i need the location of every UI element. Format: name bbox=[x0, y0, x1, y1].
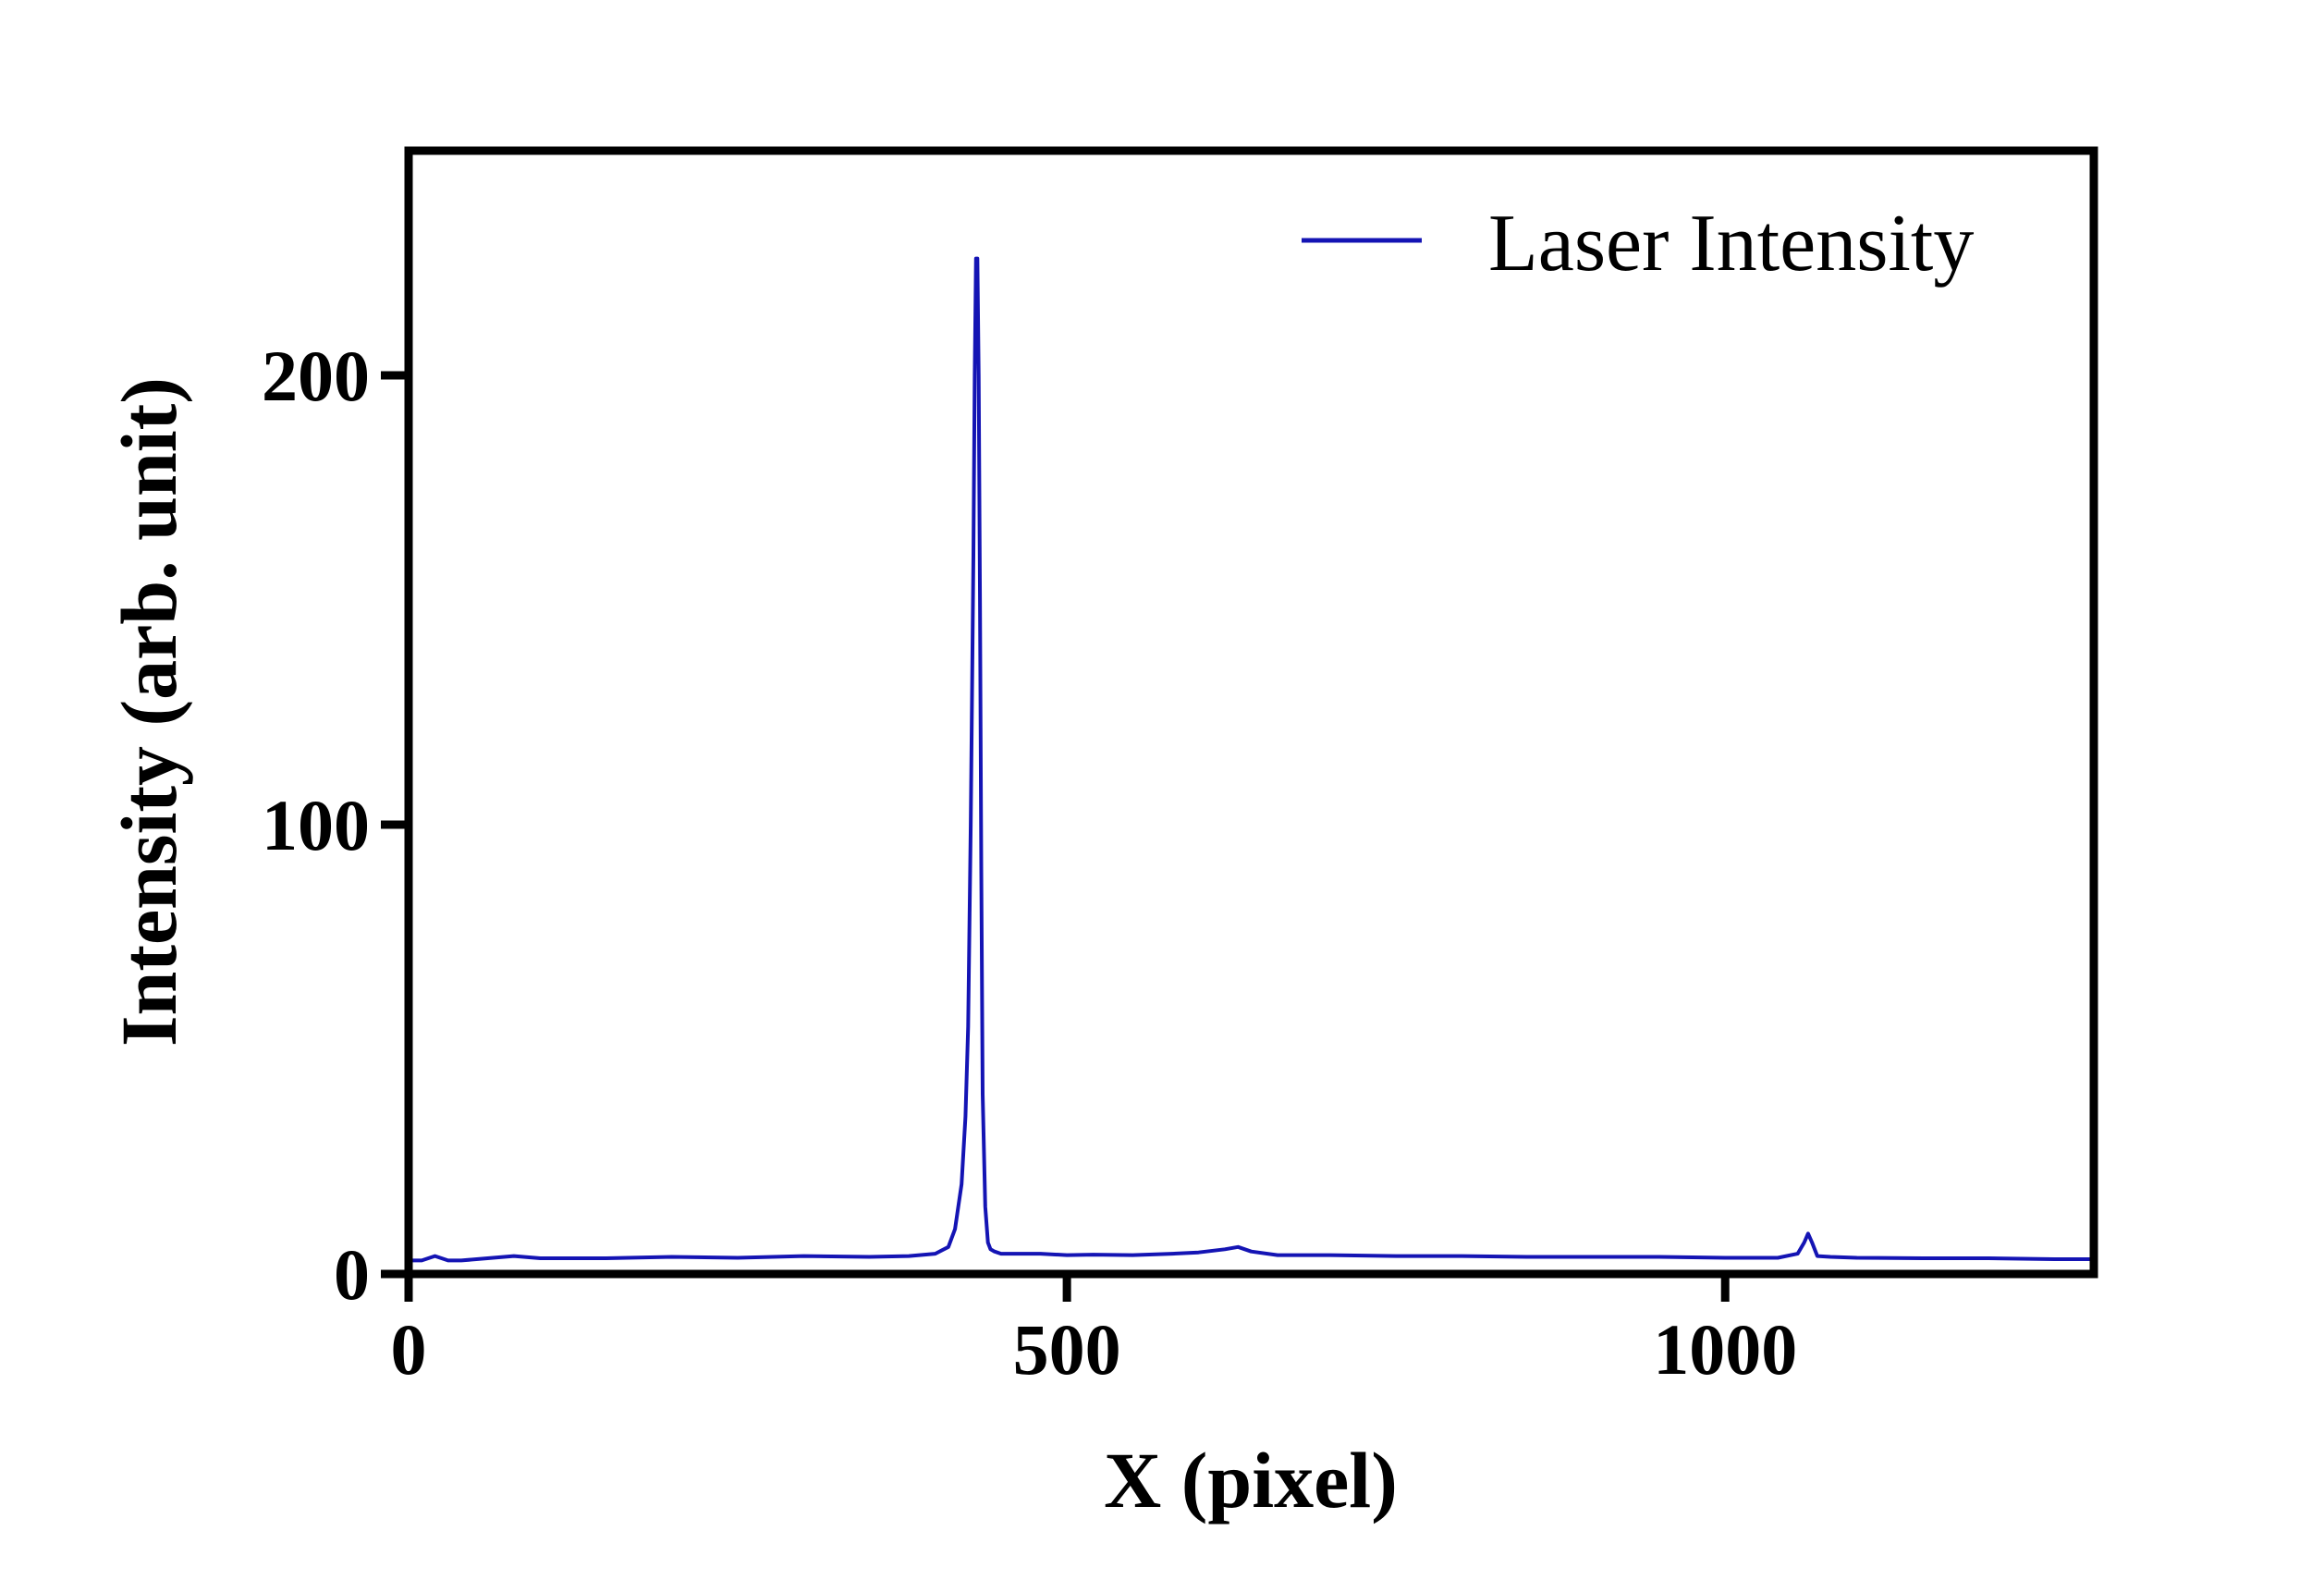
x-axis-title: X (pixel) bbox=[1104, 1436, 1398, 1525]
axes: 0 500 1000 0 100 200 bbox=[262, 336, 1797, 1390]
y-tick-label: 0 bbox=[334, 1234, 370, 1315]
legend: Laser Intensity bbox=[1302, 199, 1974, 288]
y-axis-title: Intensity (arb. unit) bbox=[104, 377, 193, 1047]
plot-frame bbox=[404, 146, 2098, 1279]
x-tick-label: 500 bbox=[1013, 1309, 1121, 1390]
legend-label-laser-intensity: Laser Intensity bbox=[1488, 199, 1974, 288]
y-tick-label: 100 bbox=[262, 785, 370, 865]
x-tick-label: 0 bbox=[391, 1309, 427, 1390]
x-tick-label: 1000 bbox=[1653, 1309, 1797, 1390]
series-line-0 bbox=[409, 256, 2094, 1263]
plot-area bbox=[409, 256, 2094, 1263]
y-tick-label: 200 bbox=[262, 336, 370, 416]
